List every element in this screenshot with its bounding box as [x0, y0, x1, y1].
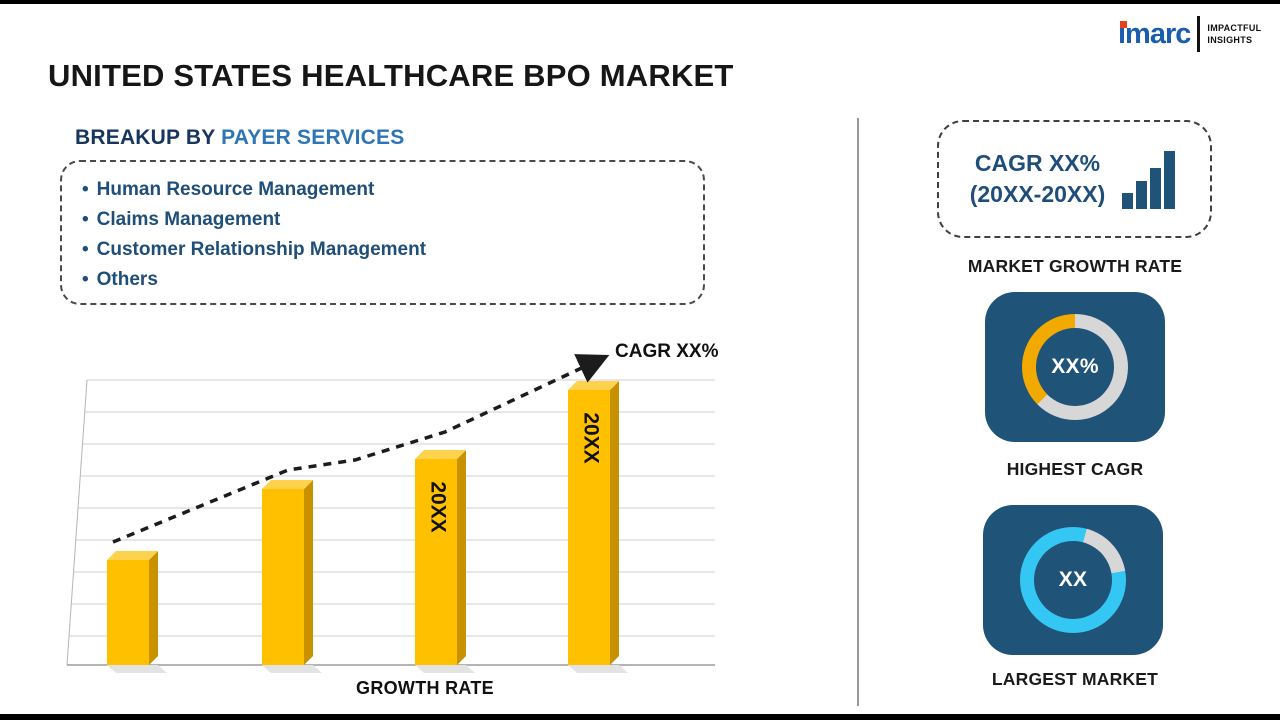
bottom-border [0, 714, 1280, 720]
payer-services-list: • Human Resource Management • Claims Manag… [82, 175, 693, 295]
bullet-icon: • [82, 239, 89, 260]
page-title: UNITED STATES HEALTHCARE BPO MARKET [48, 58, 734, 93]
brand-word: imarc [1118, 17, 1191, 50]
cagr-box-line2: (20XX-20XX) [969, 181, 1106, 207]
cagr-box-line1: CAGR XX% [974, 149, 1101, 176]
largest-market-tile: XX [983, 505, 1163, 655]
list-item: • Others [82, 265, 693, 295]
logo-tagline-line2: INSIGHTS [1207, 35, 1253, 45]
breakup-heading: BREAKUP BY PAYER SERVICES [75, 126, 404, 150]
list-item: • Claims Management [82, 205, 693, 235]
bullet-icon: • [82, 209, 89, 230]
largest-market-donut: XX [1020, 527, 1126, 633]
logo-tagline-line1: IMPACTFUL [1207, 22, 1262, 33]
top-border [0, 0, 1280, 4]
highest-cagr-label: HIGHEST CAGR [1006, 459, 1144, 479]
list-item: • Human Resource Management [82, 175, 693, 205]
x-axis-label: GROWTH RATE [356, 678, 494, 698]
breakup-heading-highlight: PAYER SERVICES [221, 126, 405, 149]
bar-chart-icon [1122, 151, 1176, 209]
list-item-label: Others [96, 269, 158, 290]
cagr-box: CAGR XX% (20XX-20XX) [937, 120, 1212, 238]
list-item-label: Customer Relationship Management [96, 239, 427, 260]
list-item-label: Human Resource Management [96, 179, 375, 200]
highest-cagr-tile: XX% [985, 292, 1165, 442]
bullet-icon: • [82, 179, 89, 200]
growth-rate-chart: 20XX 20XX CAGR XX% GROWTH RATE [55, 330, 735, 720]
highest-cagr-value-text: XX% [1051, 355, 1099, 378]
breakup-heading-prefix: BREAKUP BY [75, 126, 222, 149]
largest-market-label: LARGEST MARKET [991, 669, 1159, 689]
largest-market-value-text: XX [1058, 568, 1088, 591]
market-growth-rate-label: MARKET GROWTH RATE [967, 256, 1183, 276]
cagr-annotation: CAGR XX% [615, 341, 719, 362]
payer-services-box: • Human Resource Management • Claims Manag… [60, 160, 705, 305]
svg-text:20XX: 20XX [579, 412, 602, 463]
cagr-box-text: CAGR XX% (20XX-20XX) [970, 148, 1106, 210]
largest-market-value: XX [1034, 541, 1112, 619]
imarc-logo: imarc IMPACTFUL INSIGHTS [1118, 16, 1261, 52]
logo-red-dot-icon [1120, 20, 1127, 28]
list-item-label: Claims Management [96, 209, 281, 230]
bullet-icon: • [82, 269, 89, 290]
logo-divider [1197, 16, 1201, 52]
bar-chart-canvas: 20XX 20XX [66, 354, 715, 673]
highest-cagr-donut: XX% [1022, 314, 1128, 420]
list-item: • Customer Relationship Management [82, 235, 693, 265]
imarc-logo-text: imarc [1118, 17, 1191, 50]
logo-tagline: IMPACTFUL INSIGHTS [1207, 22, 1261, 46]
section-divider [857, 118, 859, 706]
svg-text:20XX: 20XX [426, 481, 449, 532]
highest-cagr-value: XX% [1036, 328, 1114, 406]
